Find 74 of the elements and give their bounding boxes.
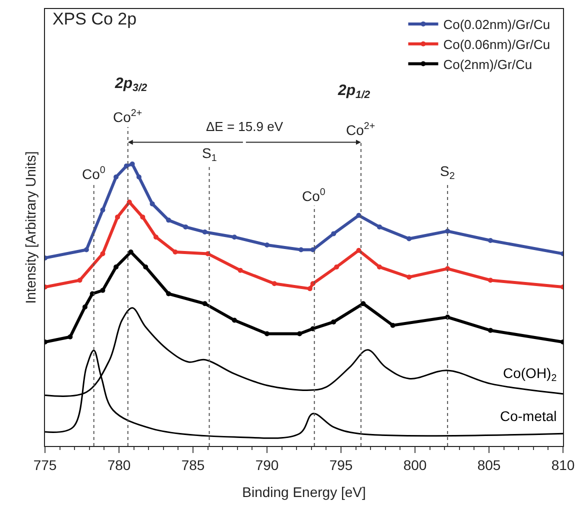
x-tick-label: 775 — [33, 456, 57, 473]
x-tick-label: 800 — [403, 456, 427, 473]
point — [356, 212, 362, 218]
point — [77, 278, 82, 283]
point — [331, 231, 336, 236]
point — [150, 201, 155, 206]
x-tick-label: 810 — [551, 456, 575, 473]
point — [126, 200, 132, 205]
legend-label: Co(0.02nm)/Gr/Cu — [443, 17, 550, 32]
text: ΔE = 15.9 eV — [206, 119, 284, 134]
ref-line-label: S$_{2}$ — [440, 163, 455, 182]
point — [140, 214, 146, 220]
point — [68, 334, 73, 340]
point — [360, 301, 366, 306]
point — [488, 328, 493, 333]
point — [154, 234, 158, 240]
point — [376, 224, 382, 230]
point — [172, 250, 178, 255]
point — [130, 162, 135, 167]
x-tick-label: 805 — [477, 456, 501, 473]
point — [297, 331, 302, 336]
x-tick-label: 795 — [329, 456, 353, 473]
point — [136, 174, 142, 180]
point — [202, 230, 208, 235]
point — [100, 208, 106, 213]
point — [232, 234, 237, 240]
point — [115, 214, 120, 220]
point — [376, 264, 382, 270]
point — [488, 278, 493, 283]
ref-line-label: Co$^{0}$ — [302, 187, 326, 204]
series-label: Co-metal — [500, 408, 557, 424]
ref-line-label: Co$^{2+}$ — [113, 108, 142, 125]
x-axis-title: Binding Energy [eV] — [242, 484, 366, 500]
legend-label: Co(0.06nm)/Gr/Cu — [443, 36, 550, 52]
point — [331, 319, 336, 324]
point — [124, 164, 129, 169]
point — [310, 326, 316, 332]
point — [202, 301, 208, 306]
point — [82, 304, 88, 310]
ref-line-label: Co$^{0}$ — [82, 165, 106, 182]
point — [238, 268, 243, 273]
x-tick-label: 785 — [181, 456, 205, 473]
chart-title: XPS Co 2p — [52, 10, 137, 29]
point — [406, 274, 412, 280]
point — [334, 264, 340, 270]
point — [143, 264, 148, 270]
x-tick-label: 780 — [107, 456, 131, 473]
point — [100, 251, 106, 256]
ref-line-label: S$_{1}$ — [202, 145, 217, 164]
point — [114, 174, 119, 180]
point — [272, 281, 277, 286]
point — [488, 238, 493, 243]
x-tick-label: 790 — [255, 456, 279, 473]
legend-label: Co(2nm)/Gr/Cu — [443, 56, 532, 72]
point — [310, 247, 316, 252]
point — [183, 224, 188, 230]
point — [100, 288, 106, 293]
point — [298, 247, 304, 252]
point — [307, 286, 312, 292]
point — [166, 218, 172, 223]
point — [84, 247, 89, 252]
point — [356, 248, 362, 253]
point — [264, 242, 270, 248]
point — [114, 264, 119, 270]
point — [166, 291, 172, 296]
ref-line-label: Co$^{2+}$ — [346, 121, 376, 138]
series-label: Co(OH)$_{2}$ — [503, 365, 557, 384]
text: 2p$_{3/2}$ — [114, 75, 148, 94]
y-axis-title: Intensity [Arbitrary Units] — [22, 151, 39, 304]
point — [390, 322, 396, 328]
point — [232, 318, 237, 323]
point — [406, 236, 412, 242]
point — [264, 331, 270, 336]
text: 2p$_{1/2}$ — [337, 82, 370, 102]
